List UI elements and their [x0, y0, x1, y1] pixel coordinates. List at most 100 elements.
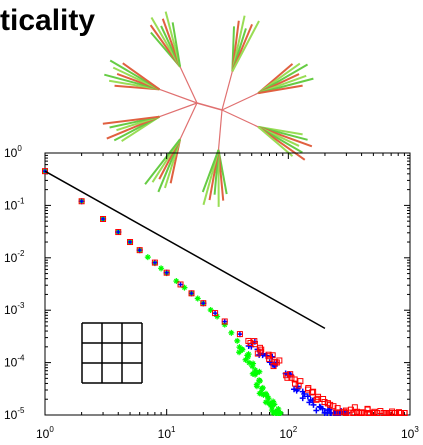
axes-frame — [44, 152, 411, 416]
data-point — [265, 395, 272, 402]
data-point — [341, 408, 348, 415]
data-point — [221, 318, 228, 325]
data-point — [253, 381, 260, 388]
data-point — [115, 229, 122, 236]
series-0 — [42, 168, 284, 416]
data-point — [309, 389, 316, 396]
data-point — [377, 408, 384, 415]
data-point — [350, 410, 357, 416]
data-point — [266, 359, 273, 366]
data-point — [100, 216, 107, 223]
data-point — [42, 168, 48, 175]
data-point — [254, 369, 261, 376]
y-tick-label: 100 — [4, 144, 22, 160]
tree-branch — [221, 109, 259, 128]
data-point — [304, 393, 311, 400]
tree-branch — [159, 102, 198, 118]
data-point — [236, 331, 243, 338]
tree-leaf — [122, 62, 160, 91]
data-point — [158, 265, 165, 272]
tree-branch — [196, 102, 223, 111]
y-tick-labels: 100 10-1 10-2 10-3 10-4 10-5 — [4, 144, 25, 422]
series-1 — [42, 168, 351, 416]
data-point — [256, 377, 263, 384]
data-point — [369, 410, 376, 416]
data-point — [268, 407, 275, 414]
data-point — [200, 300, 207, 307]
data-point — [181, 284, 188, 291]
tree-leaf — [144, 138, 181, 185]
data-point — [398, 410, 405, 416]
tree-leaf — [231, 20, 260, 72]
data-point — [275, 406, 282, 413]
x-tick-labels: 100 101 102 103 — [36, 425, 419, 441]
tree-branch — [221, 71, 233, 111]
data-point — [262, 399, 269, 406]
data-point — [256, 351, 263, 358]
data-point — [144, 254, 151, 261]
tree-branch — [221, 92, 259, 111]
data-point — [236, 344, 243, 351]
data-point — [270, 363, 277, 370]
data-point — [270, 398, 277, 405]
y-tick-label: 10-5 — [4, 406, 25, 422]
data-point — [315, 393, 322, 400]
data-point — [272, 359, 279, 366]
data-point — [228, 329, 235, 336]
tree-branch — [159, 88, 198, 104]
data-point — [292, 380, 299, 387]
title-fragment: ticality — [0, 4, 95, 37]
data-point — [260, 391, 267, 398]
data-point — [262, 390, 269, 397]
data-point — [313, 407, 320, 414]
data-point — [310, 401, 317, 408]
data-point — [236, 349, 243, 356]
x-tick-label: 100 — [36, 425, 54, 441]
data-point — [401, 410, 408, 416]
x-tick-label: 101 — [158, 425, 176, 441]
data-point — [310, 388, 317, 395]
data-point — [173, 278, 180, 285]
data-series — [42, 168, 408, 416]
data-point — [259, 384, 266, 391]
data-point — [151, 259, 158, 266]
data-point — [269, 352, 276, 359]
data-point — [380, 410, 387, 416]
data-point — [252, 371, 259, 378]
data-point — [306, 399, 313, 406]
data-point — [212, 310, 219, 317]
data-point — [319, 405, 326, 412]
data-point — [288, 374, 295, 381]
y-tick-label: 10-3 — [4, 301, 25, 317]
data-point — [277, 410, 284, 416]
data-point — [194, 295, 201, 302]
data-point — [332, 409, 339, 416]
tree-leaf — [201, 149, 220, 193]
tree-branch — [179, 66, 198, 104]
fit-line — [44, 170, 326, 330]
axis-ticks — [44, 153, 410, 416]
data-point — [330, 403, 337, 410]
data-point — [234, 337, 241, 344]
data-point — [221, 321, 228, 328]
data-point — [321, 399, 328, 406]
data-point — [299, 395, 306, 402]
data-point — [256, 368, 263, 375]
x-tick-label: 103 — [401, 425, 419, 441]
data-point — [207, 306, 214, 313]
data-point — [256, 344, 263, 351]
y-tick-label: 10-1 — [4, 196, 25, 212]
data-point — [291, 376, 298, 383]
tree-leaf — [257, 126, 294, 157]
data-point — [251, 341, 258, 348]
data-point — [249, 363, 256, 370]
data-point — [267, 402, 274, 409]
data-point — [392, 410, 399, 416]
data-point — [242, 356, 249, 363]
data-point — [127, 239, 134, 246]
data-point — [244, 352, 251, 359]
data-point — [335, 409, 342, 416]
data-point — [214, 313, 221, 320]
data-point — [334, 405, 341, 412]
